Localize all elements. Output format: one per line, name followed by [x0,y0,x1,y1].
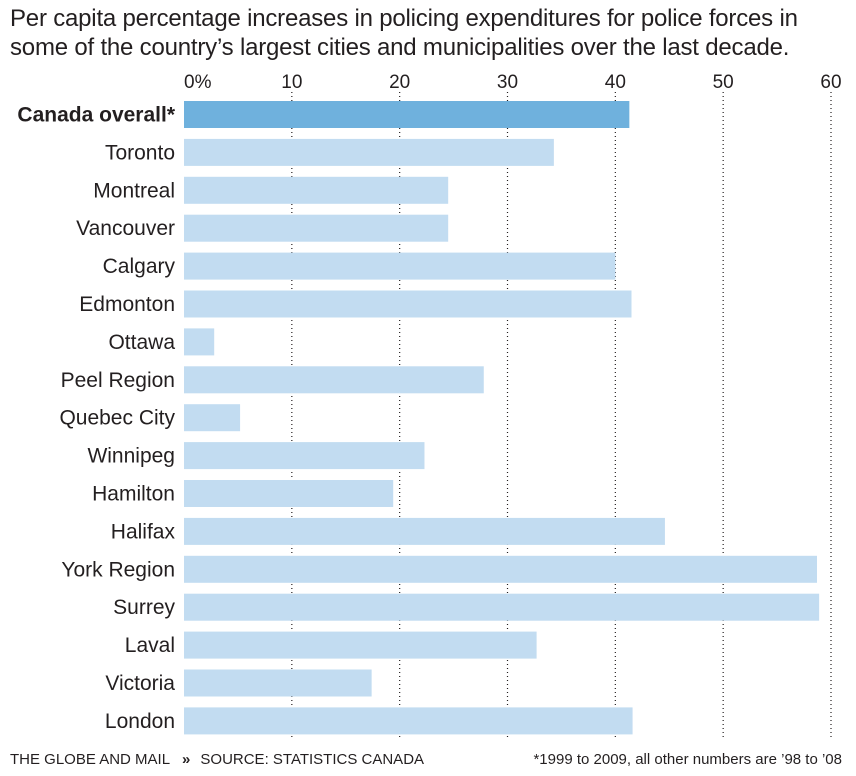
tick-label-60: 60 [820,72,841,93]
category-label-laval: Laval [125,634,175,657]
category-label-hamilton: Hamilton [92,483,175,506]
category-label-vancouver: Vancouver [76,217,175,240]
chart-title: Per capita percentage increases in polic… [10,5,798,61]
publisher-name: THE GLOBE AND MAIL [10,751,171,768]
tick-label-40: 40 [605,72,626,93]
category-label-montreal: Montreal [93,179,175,202]
tick-label-20: 20 [389,72,410,93]
bar-edmonton [184,290,632,318]
bar-canada-overall [184,101,630,128]
bar-hamilton [184,480,394,507]
bar-york-region [184,555,817,583]
x-axis-ticks: 0% 10 20 30 40 50 60 [184,72,842,93]
bar-montreal [184,176,449,204]
bars [184,101,820,735]
category-labels: Canada overall* Toronto Montreal Vancouver C… [17,104,175,733]
category-label-edmonton: Edmonton [79,293,175,316]
bar-surrey [184,593,820,621]
footnote: *1999 to 2009, all other numbers are ’98… [533,751,842,768]
category-label-victoria: Victoria [105,672,175,695]
category-label-york-region: York Region [61,558,175,581]
category-label-winnipeg: Winnipeg [87,445,175,468]
category-label-quebec-city: Quebec City [59,407,175,430]
bar-victoria [184,669,372,697]
category-label-toronto: Toronto [105,141,175,164]
bar-quebec-city [184,404,241,432]
category-label-canada-overall: Canada overall* [17,104,175,127]
category-label-calgary: Calgary [103,255,176,278]
bar-calgary [184,252,616,280]
bar-laval [184,631,537,659]
category-label-ottawa: Ottawa [108,331,175,354]
tick-label-10: 10 [281,72,302,93]
separator-chevrons: » [182,751,191,768]
tick-label-50: 50 [713,72,734,93]
bar-ottawa [184,328,215,356]
category-label-london: London [105,710,175,733]
bar-halifax [184,517,665,545]
bar-winnipeg [184,442,425,470]
source-text: SOURCE: STATISTICS CANADA [200,751,425,768]
bar-peel-region [184,366,484,394]
bar-toronto [184,138,554,166]
bar-vancouver [184,214,449,242]
footer-credit: THE GLOBE AND MAIL » SOURCE: STATISTICS CA… [10,750,424,770]
category-label-halifax: Halifax [111,520,176,543]
category-label-surrey: Surrey [113,596,175,619]
tick-label-0: 0% [184,72,212,93]
bar-london [184,707,633,735]
category-label-peel-region: Peel Region [61,369,175,392]
tick-label-30: 30 [497,72,518,93]
